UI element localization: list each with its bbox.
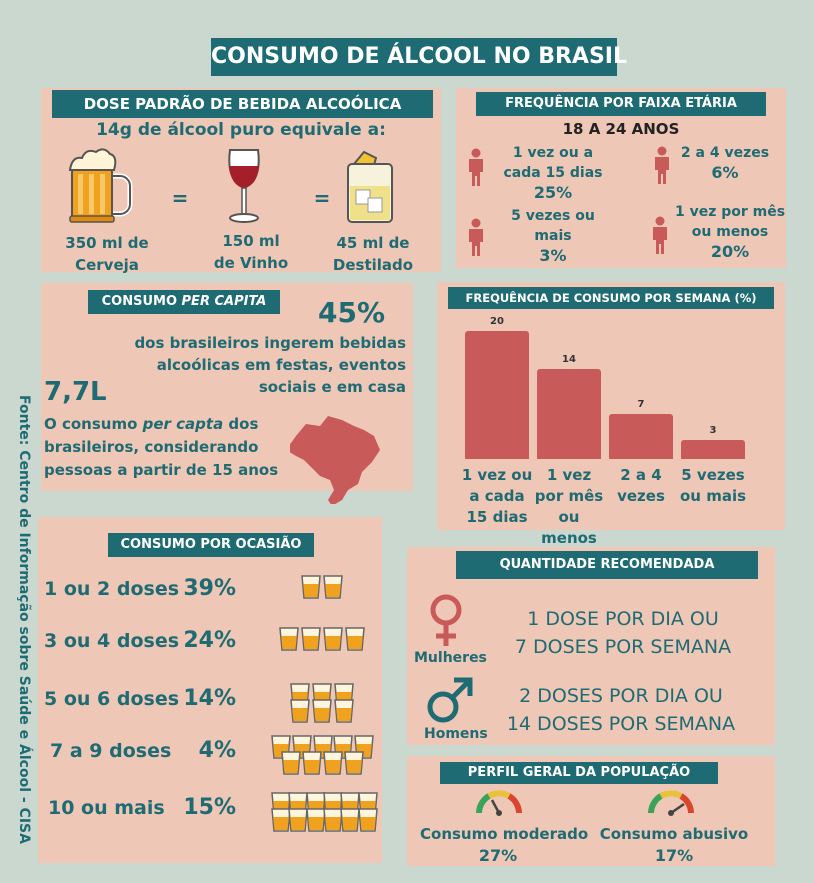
dose-header: DOSE PADRÃO DE BEBIDA ALCOÓLICA xyxy=(52,90,433,118)
brazil-map-icon xyxy=(290,416,380,504)
shot-glass-icon xyxy=(278,626,300,656)
chart-bar xyxy=(465,331,529,459)
dose-subtitle: 14g de álcool puro equivale a: xyxy=(96,120,386,140)
source-note: Fonte: Centro de Informação sobre Saúde … xyxy=(16,395,32,844)
beer-label: 350 ml de Cerveja xyxy=(65,234,149,274)
shot-glass-icon xyxy=(300,574,322,604)
occasion-header: CONSUMO POR OCASIÃO xyxy=(108,533,314,557)
occasion-label: 1 ou 2 doses xyxy=(44,578,180,600)
recommended-panel xyxy=(407,547,775,745)
shot-glass-icon xyxy=(343,750,365,780)
freq-age-item: 1 vez ou a cada 15 dias 25% xyxy=(503,145,603,202)
shot-glass-icon xyxy=(289,698,311,728)
chart-data-label: 3 xyxy=(709,424,717,436)
chart-category-label: 1 vez ou a cada 15 dias xyxy=(461,466,533,526)
women-recommendation: 1 DOSE POR DIA OU 7 DOSES POR SEMANA xyxy=(514,608,732,658)
shot-glass-icon xyxy=(322,807,344,837)
shot-glass-icon xyxy=(322,626,344,656)
wine-glass-icon xyxy=(228,149,260,223)
wine-label: 150 ml de Vinho xyxy=(213,232,289,272)
gauge-abusive-icon xyxy=(648,790,694,816)
freq-age-item: 1 vez por mês ou menos 20% xyxy=(674,204,786,261)
equals-sign: = xyxy=(171,186,189,210)
chart-data-label: 14 xyxy=(562,354,576,366)
per-capita-pct-text: dos brasileiros ingerem bebidas alcoólica… xyxy=(134,334,406,396)
occasion-label: 3 ou 4 doses xyxy=(44,630,180,652)
freq-age-panel xyxy=(456,88,786,268)
chart-bar xyxy=(609,414,673,459)
spirit-glass-icon xyxy=(347,150,393,223)
shot-glass-icon xyxy=(280,750,302,780)
male-symbol-icon xyxy=(427,677,473,723)
beer-mug-icon xyxy=(68,148,133,223)
women-label: Mulheres xyxy=(414,650,487,666)
occasion-value: 15% xyxy=(183,795,236,820)
occasion-value: 24% xyxy=(183,628,236,653)
chart-data-label: 20 xyxy=(490,316,504,327)
person-icon xyxy=(469,218,483,256)
person-icon xyxy=(655,146,669,184)
shot-glass-icon xyxy=(300,626,322,656)
freq-age-subtitle: 18 A 24 ANOS xyxy=(562,120,680,138)
person-icon xyxy=(469,148,483,186)
recommended-header: QUANTIDADE RECOMENDADA xyxy=(456,551,758,579)
occasion-label: 5 ou 6 doses xyxy=(44,688,180,710)
shot-glass-icon xyxy=(333,698,355,728)
occasion-value: 4% xyxy=(198,738,236,763)
abusive-stat: Consumo abusivo 17% xyxy=(599,825,749,865)
profile-header: PERFIL GERAL DA POPULAÇÃO xyxy=(440,762,718,784)
per-capita-header: CONSUMO PER CAPITA xyxy=(88,290,280,314)
shot-glass-icon xyxy=(301,750,323,780)
equals-sign: = xyxy=(313,186,331,210)
shot-glass-icon xyxy=(322,574,344,604)
shot-glass-icon xyxy=(287,807,309,837)
chart-bar xyxy=(681,439,745,459)
men-label: Homens xyxy=(424,726,488,742)
weekly-header: FREQUÊNCIA DE CONSUMO POR SEMANA (%) xyxy=(448,287,774,309)
shot-glass-icon xyxy=(344,626,366,656)
chart-data-label: 7 xyxy=(637,399,645,411)
chart-category-label: 2 a 4 vezes xyxy=(617,466,665,505)
occasion-value: 39% xyxy=(183,576,236,601)
occasion-label: 7 a 9 doses xyxy=(50,740,172,762)
shot-glass-icon xyxy=(322,750,344,780)
shot-glass-icon xyxy=(339,807,361,837)
person-icon xyxy=(653,216,667,254)
chart-bar xyxy=(537,369,601,459)
chart-category-label: 1 vez por mês ou menos xyxy=(534,466,604,547)
weekly-chart: 20 1 vez ou a cada 15 dias 14 1 vez por mês… xyxy=(437,309,785,547)
freq-age-item: 5 vezes ou mais 3% xyxy=(511,208,595,265)
shot-glass-icon xyxy=(311,698,333,728)
shot-glass-icon xyxy=(357,807,379,837)
chart-category-label: 5 vezes ou mais xyxy=(679,466,747,505)
shot-glass-icon xyxy=(270,807,292,837)
occasion-label: 10 ou mais xyxy=(48,797,165,819)
occasion-value: 14% xyxy=(183,686,236,711)
spirit-label: 45 ml de Destilado xyxy=(332,234,414,274)
per-capita-pct: 45% xyxy=(318,296,386,329)
per-capita-desc: O consumo per capta dos brasileiros, con… xyxy=(44,415,279,479)
per-capita-liters: 7,7L xyxy=(44,377,107,407)
shot-glass-icon xyxy=(305,807,327,837)
moderate-stat: Consumo moderado 27% xyxy=(420,825,589,865)
freq-age-item: 2 a 4 vezes 6% xyxy=(680,145,770,182)
gauge-moderate-icon xyxy=(476,790,522,816)
page-title: CONSUMO DE ÁLCOOL NO BRASIL xyxy=(211,38,627,76)
female-symbol-icon xyxy=(430,594,462,646)
men-recommendation: 2 DOSES POR DIA OU 14 DOSES POR SEMANA xyxy=(506,685,736,735)
freq-age-header: FREQUÊNCIA POR FAIXA ETÁRIA xyxy=(476,92,766,116)
